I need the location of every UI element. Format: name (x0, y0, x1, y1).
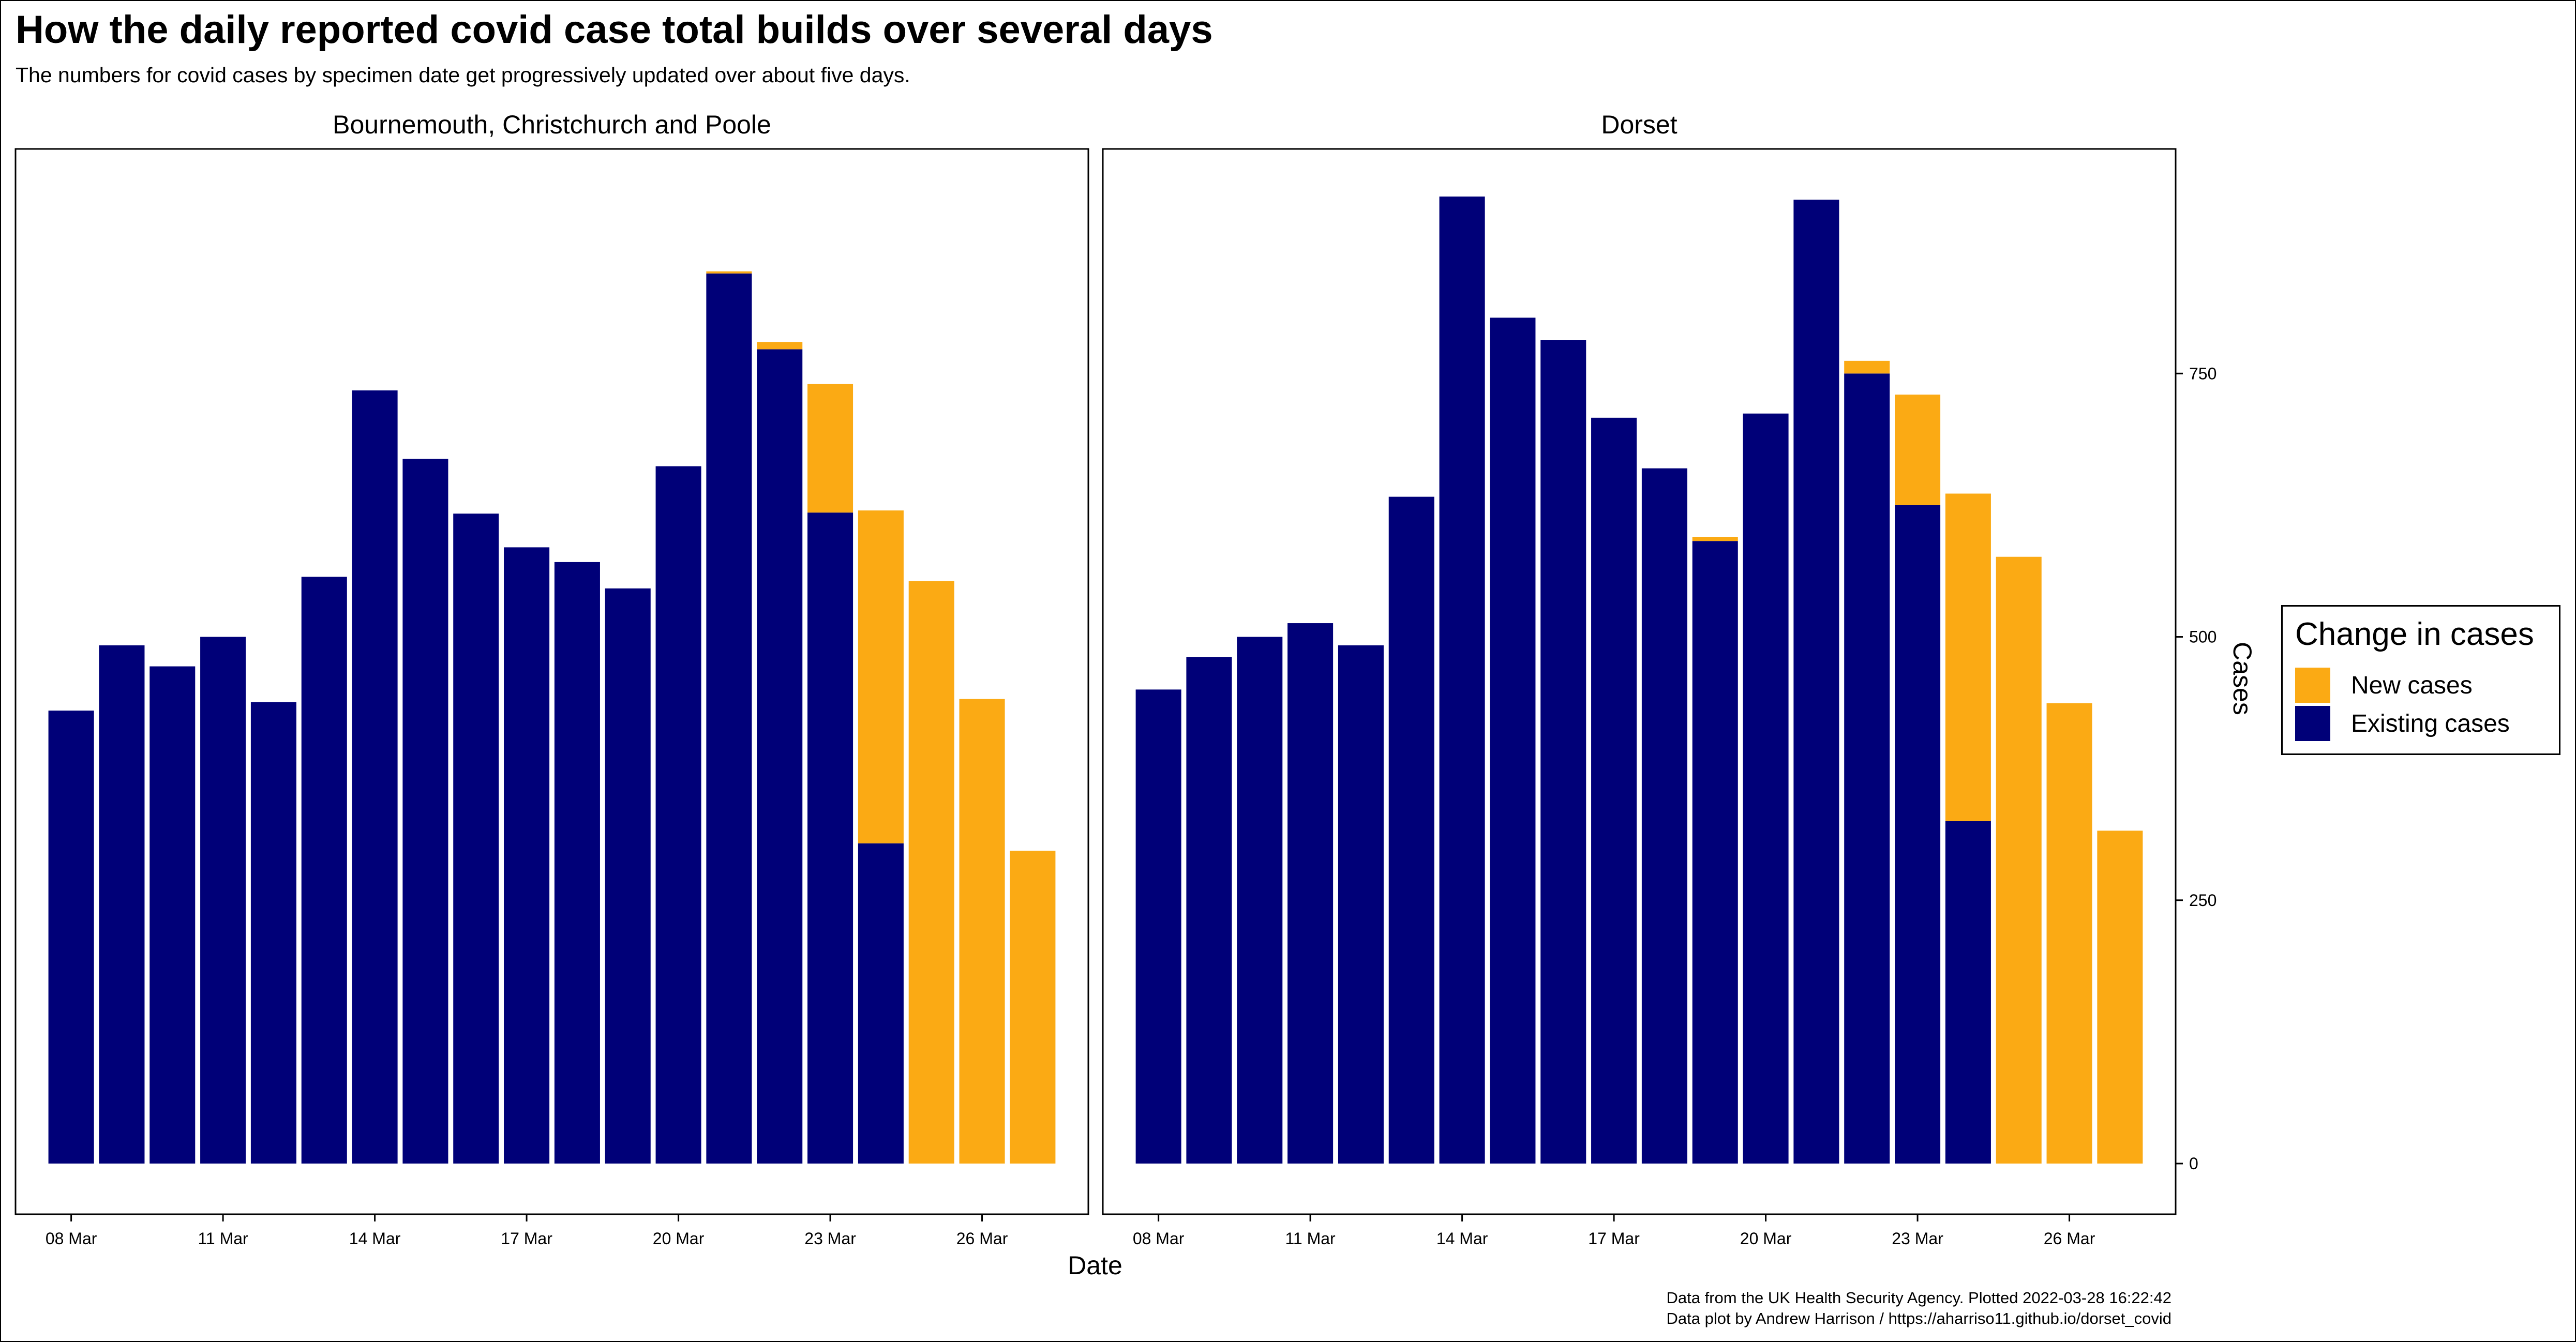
bar-new-dorset-14 (1844, 360, 1890, 374)
bar-existing-dorset-5 (1388, 496, 1434, 1164)
bar-existing-bcp-10 (554, 562, 600, 1164)
x-tick-label-bcp-3: 17 Mar (501, 1229, 552, 1248)
bar-existing-bcp-7 (402, 459, 448, 1164)
legend-title: Change in cases (2295, 616, 2534, 652)
bar-new-dorset-18 (2046, 703, 2092, 1164)
bar-new-bcp-15 (807, 384, 853, 513)
bar-existing-bcp-4 (250, 702, 296, 1164)
bar-new-bcp-13 (706, 271, 752, 274)
bar-new-bcp-19 (1010, 851, 1056, 1164)
bar-existing-dorset-12 (1743, 413, 1789, 1164)
bar-existing-bcp-12 (655, 466, 701, 1164)
y-tick-label-2: 500 (2189, 628, 2216, 646)
x-tick-label-dorset-1: 11 Mar (1285, 1229, 1336, 1248)
legend-swatch-new-cases (2295, 668, 2330, 703)
bar-existing-dorset-9 (1591, 417, 1637, 1164)
legend-item-existing-cases: Existing cases (2295, 706, 2510, 741)
bar-new-bcp-14 (757, 342, 803, 350)
bar-existing-dorset-1 (1186, 657, 1232, 1164)
x-tick-label-bcp-6: 26 Mar (956, 1229, 1008, 1248)
bar-existing-dorset-4 (1338, 645, 1384, 1164)
bar-existing-dorset-13 (1793, 200, 1839, 1164)
bar-new-dorset-17 (1996, 556, 2042, 1164)
x-tick-label-bcp-0: 08 Mar (46, 1229, 97, 1248)
x-tick-label-bcp-5: 23 Mar (804, 1229, 856, 1248)
bar-existing-bcp-2 (149, 666, 196, 1164)
bar-existing-bcp-6 (352, 390, 398, 1164)
caption-credit: Data plot by Andrew Harrison / https://a… (1666, 1309, 2171, 1327)
bar-existing-bcp-11 (605, 588, 651, 1164)
y-axis-label: Cases (2228, 642, 2257, 715)
x-tick-label-dorset-6: 26 Mar (2044, 1229, 2095, 1248)
bar-existing-bcp-1 (99, 645, 145, 1164)
bar-existing-dorset-15 (1895, 505, 1941, 1164)
y-tick-label-3: 750 (2189, 364, 2216, 383)
bar-existing-dorset-11 (1692, 541, 1738, 1164)
bar-existing-bcp-13 (706, 273, 752, 1164)
chart-subtitle: The numbers for covid cases by specimen … (16, 63, 910, 87)
legend-label-new-cases: New cases (2351, 671, 2473, 699)
x-tick-label-dorset-5: 23 Mar (1892, 1229, 1943, 1248)
legend-label-existing-cases: Existing cases (2351, 710, 2510, 737)
bar-new-dorset-19 (2097, 831, 2143, 1164)
bar-existing-dorset-16 (1945, 821, 1991, 1164)
bar-new-dorset-16 (1945, 493, 1991, 821)
bar-existing-bcp-14 (757, 349, 803, 1164)
bar-existing-dorset-8 (1540, 340, 1586, 1164)
panel-title-dorset: Dorset (1601, 110, 1677, 139)
bar-existing-dorset-0 (1135, 689, 1181, 1164)
bar-new-dorset-15 (1895, 395, 1941, 505)
caption-source: Data from the UK Health Security Agency.… (1666, 1289, 2172, 1307)
bar-existing-bcp-3 (200, 637, 246, 1164)
bar-existing-dorset-7 (1490, 318, 1536, 1164)
x-tick-label-bcp-1: 11 Mar (198, 1229, 248, 1248)
bar-new-bcp-16 (858, 510, 904, 843)
bar-existing-bcp-8 (453, 514, 499, 1164)
x-axis-label: Date (1068, 1251, 1122, 1280)
bar-existing-dorset-6 (1439, 197, 1485, 1164)
bar-new-dorset-11 (1692, 537, 1738, 541)
x-tick-label-bcp-4: 20 Mar (653, 1229, 705, 1248)
bar-existing-bcp-5 (301, 577, 347, 1164)
bar-existing-bcp-16 (858, 843, 904, 1164)
legend-item-new-cases: New cases (2295, 668, 2473, 703)
y-tick-label-0: 0 (2189, 1154, 2198, 1173)
y-tick-label-1: 250 (2189, 891, 2216, 910)
bar-existing-dorset-2 (1237, 637, 1283, 1164)
x-tick-label-dorset-3: 17 Mar (1588, 1229, 1640, 1248)
legend: Change in cases New cases Existing cases (2281, 605, 2560, 755)
legend-swatch-existing-cases (2295, 706, 2330, 741)
x-tick-label-dorset-2: 14 Mar (1436, 1229, 1488, 1248)
bar-existing-bcp-15 (807, 512, 853, 1164)
bar-new-bcp-18 (959, 699, 1005, 1164)
bar-existing-dorset-10 (1641, 468, 1687, 1164)
panel-title-bcp: Bournemouth, Christchurch and Poole (333, 110, 771, 139)
bar-existing-dorset-14 (1844, 373, 1890, 1164)
x-tick-label-bcp-2: 14 Mar (349, 1229, 401, 1248)
chart-title: How the daily reported covid case total … (16, 8, 1213, 52)
x-tick-label-dorset-4: 20 Mar (1740, 1229, 1792, 1248)
bar-existing-dorset-3 (1287, 623, 1334, 1164)
x-tick-label-dorset-0: 08 Mar (1133, 1229, 1185, 1248)
bar-new-bcp-17 (908, 581, 954, 1164)
bar-existing-bcp-0 (48, 711, 94, 1164)
bar-existing-bcp-9 (504, 547, 550, 1164)
